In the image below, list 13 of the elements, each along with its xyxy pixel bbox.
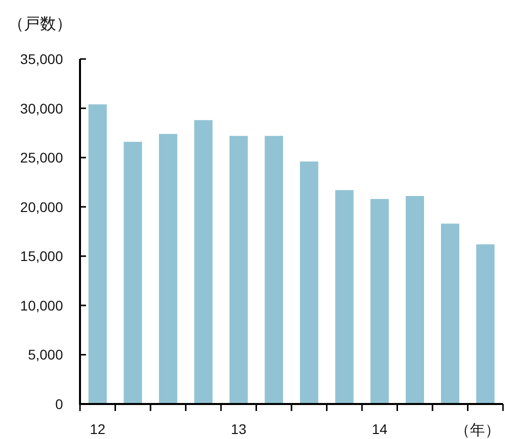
y-tick-label: 30,000 [20, 100, 64, 116]
y-tick-label: 35,000 [20, 51, 64, 67]
x-tick-label: 14 [372, 421, 388, 437]
y-axis-title: （戸数） [8, 16, 72, 33]
y-tick-label: 5,000 [28, 346, 64, 363]
y-tick-label: 20,000 [20, 198, 64, 215]
y-tick-label: 0 [55, 396, 64, 412]
x-tick-label: 13 [230, 421, 247, 437]
x-tick-label: 12 [90, 421, 106, 437]
y-tick-label: 25,000 [20, 150, 64, 166]
y-tick-label: 15,000 [20, 248, 64, 264]
x-axis-title: （年） [455, 422, 500, 439]
y-tick-label: 10,000 [20, 297, 64, 314]
